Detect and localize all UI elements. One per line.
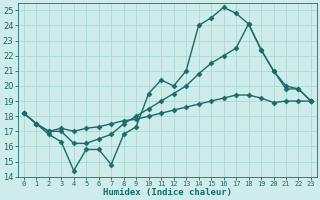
X-axis label: Humidex (Indice chaleur): Humidex (Indice chaleur) xyxy=(103,188,232,197)
